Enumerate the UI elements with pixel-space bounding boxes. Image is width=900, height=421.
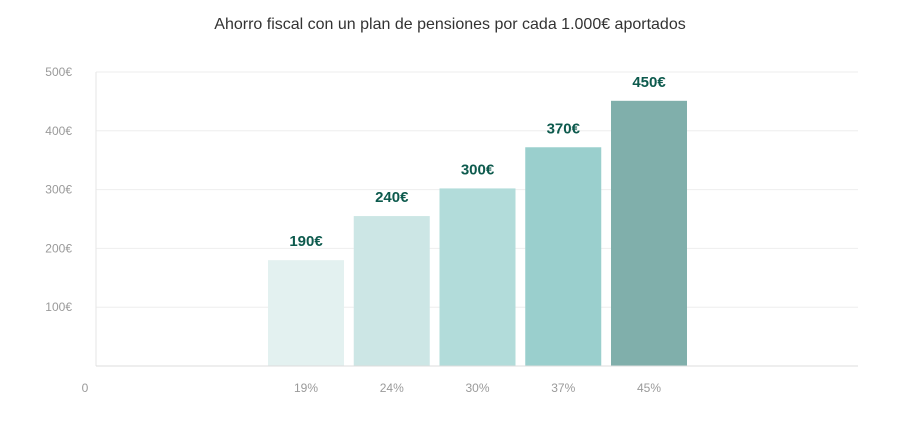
x-tick-label: 24% [380, 381, 404, 395]
x-axis: 0 19% 24% 30% 37% 45% [82, 365, 858, 395]
data-label: 370€ [547, 120, 581, 137]
data-label: 300€ [461, 161, 495, 178]
chart-title: Ahorro fiscal con un plan de pensiones p… [214, 16, 686, 33]
y-tick-label: 300€ [45, 183, 72, 197]
data-label: 190€ [289, 233, 323, 250]
x-tick-label: 19% [294, 381, 318, 395]
y-tick-label: 200€ [45, 241, 72, 255]
bar [611, 100, 687, 366]
bar [268, 260, 344, 366]
bar [353, 216, 430, 366]
data-labels: 190€ 240€ 300€ 370€ 450€ [289, 74, 666, 250]
bar [525, 147, 602, 366]
x-zero-label: 0 [82, 381, 89, 395]
bar [439, 188, 516, 366]
x-tick-label: 45% [637, 381, 661, 395]
y-tick-label: 100€ [45, 300, 72, 314]
x-tick-label: 30% [465, 381, 489, 395]
y-axis: 100€ 200€ 300€ 400€ 500€ [45, 65, 97, 366]
x-tick-label: 37% [551, 381, 575, 395]
y-tick-label: 400€ [45, 124, 72, 138]
data-label: 240€ [375, 189, 409, 206]
data-label: 450€ [632, 74, 666, 91]
bars [268, 100, 687, 366]
y-tick-label: 500€ [45, 65, 72, 79]
